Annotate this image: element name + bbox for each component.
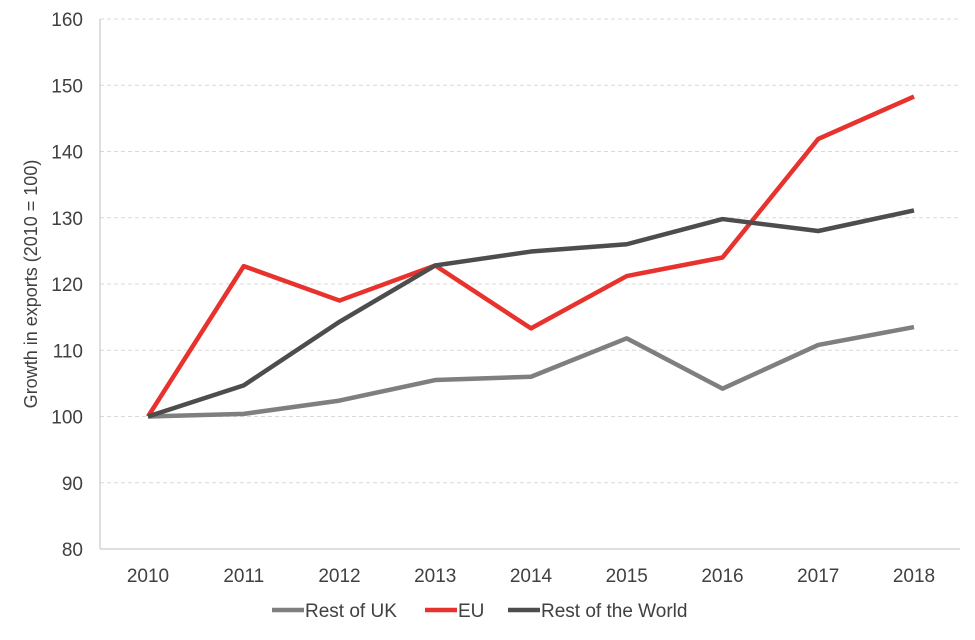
legend-label: Rest of the World (541, 601, 687, 622)
series-line-eu (146, 94, 915, 418)
series-lines (146, 94, 915, 419)
series-line-rest-of-the-world (147, 208, 915, 419)
legend-item: Rest of the World (508, 601, 687, 622)
x-tick-label: 2011 (223, 566, 264, 587)
x-tick-label: 2012 (318, 566, 360, 587)
legend: Rest of UK EU Rest of the World (272, 601, 687, 622)
x-tick-label: 2016 (701, 566, 743, 587)
y-tick-label: 110 (53, 341, 83, 362)
y-tick-label: 120 (51, 275, 83, 296)
y-tick-label: 160 (51, 10, 83, 31)
y-tick-label: 80 (62, 540, 83, 561)
legend-item: Rest of UK (272, 601, 397, 622)
y-tick-label: 140 (51, 143, 83, 164)
y-tick-label: 100 (51, 408, 83, 429)
x-tick-label: 2010 (127, 566, 169, 587)
x-tick-label: 2014 (510, 566, 553, 587)
y-tick-label: 150 (51, 76, 83, 97)
legend-label: EU (458, 601, 484, 622)
series-line-rest-of-uk (147, 324, 915, 419)
legend-item: EU (425, 601, 484, 622)
y-tick-label: 130 (51, 209, 83, 230)
tick-labels: 80 90 100 110 120 130 140 150 160 2010 2011 2012 201… (51, 10, 935, 587)
legend-label: Rest of UK (305, 601, 397, 622)
y-axis-title: Growth in exports (2010 = 100) (21, 160, 41, 409)
y-tick-label: 90 (62, 474, 83, 495)
x-tick-label: 2015 (606, 566, 648, 587)
gridlines (100, 18, 960, 484)
x-tick-label: 2018 (893, 566, 935, 587)
x-tick-label: 2013 (414, 566, 456, 587)
x-tick-label: 2017 (797, 566, 839, 587)
axes (99, 19, 960, 550)
